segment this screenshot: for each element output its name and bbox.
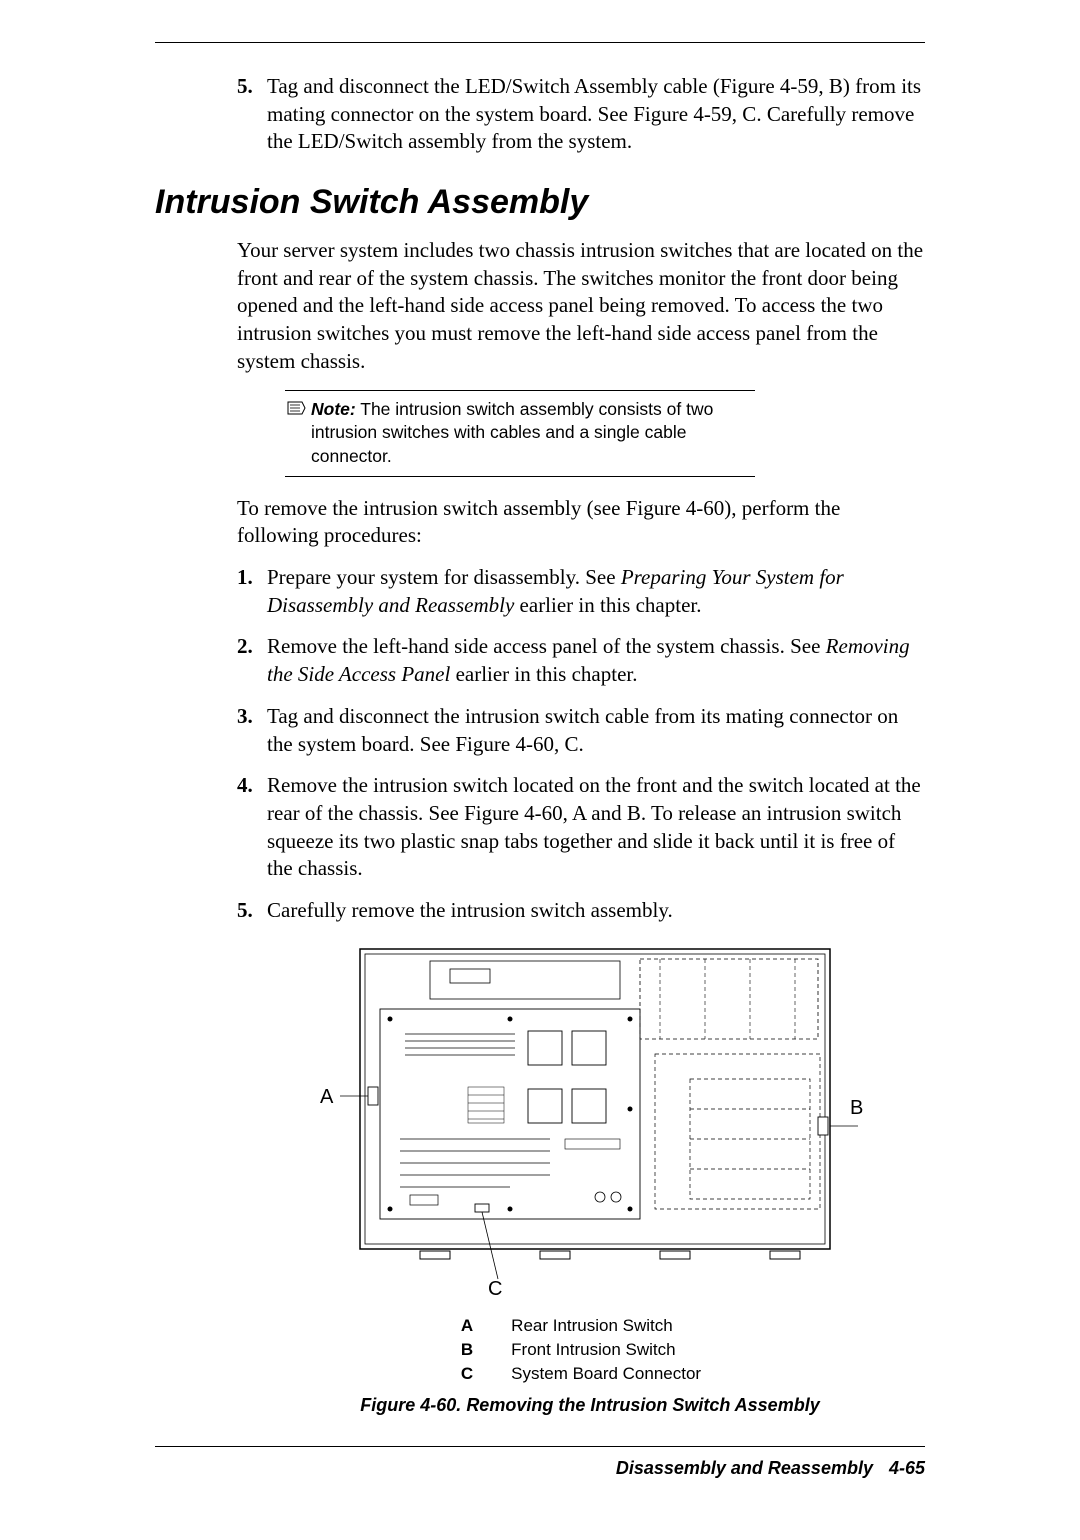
intro-paragraph: Your server system includes two chassis … bbox=[237, 237, 925, 376]
figure-label-b: B bbox=[850, 1097, 863, 1119]
figure-diagram: A B C bbox=[310, 939, 870, 1307]
list-number: 4. bbox=[237, 772, 267, 883]
list-number: 3. bbox=[237, 703, 267, 758]
pencil-note-icon bbox=[285, 399, 307, 424]
legend-row: BFront Intrusion Switch bbox=[461, 1339, 719, 1361]
list-text: Carefully remove the intrusion switch as… bbox=[267, 897, 925, 925]
list-item: 3.Tag and disconnect the intrusion switc… bbox=[237, 703, 925, 758]
figure-legend: ARear Intrusion Switch BFront Intrusion … bbox=[459, 1313, 721, 1388]
note-label: Note: bbox=[311, 399, 356, 419]
list-number: 1. bbox=[237, 564, 267, 619]
footer-page-number: 4-65 bbox=[889, 1458, 925, 1478]
rule-bottom bbox=[155, 1446, 925, 1447]
list-item: 1.Prepare your system for disassembly. S… bbox=[237, 564, 925, 619]
steps-list: 1.Prepare your system for disassembly. S… bbox=[237, 564, 925, 925]
list-number: 5. bbox=[237, 73, 267, 156]
list-text: Prepare your system for disassembly. See… bbox=[267, 564, 925, 619]
top-list: 5. Tag and disconnect the LED/Switch Ass… bbox=[237, 73, 925, 156]
footer-title: Disassembly and Reassembly bbox=[616, 1458, 873, 1478]
page: 5. Tag and disconnect the LED/Switch Ass… bbox=[0, 0, 1080, 1540]
page-footer: Disassembly and Reassembly 4-65 bbox=[155, 1457, 925, 1481]
note-box: Note: The intrusion switch assembly cons… bbox=[285, 390, 755, 477]
figure: A B C ARear Intrusion Switch BFront Intr… bbox=[255, 939, 925, 1418]
list-number: 5. bbox=[237, 897, 267, 925]
section-body: Your server system includes two chassis … bbox=[237, 237, 925, 1418]
list-number: 2. bbox=[237, 633, 267, 688]
figure-label-c: C bbox=[488, 1278, 502, 1299]
legend-row: CSystem Board Connector bbox=[461, 1363, 719, 1385]
note-body: The intrusion switch assembly consists o… bbox=[311, 399, 713, 466]
figure-label-a: A bbox=[320, 1086, 334, 1108]
figure-caption: Figure 4-60. Removing the Intrusion Swit… bbox=[255, 1394, 925, 1418]
list-item: 5. Tag and disconnect the LED/Switch Ass… bbox=[237, 73, 925, 156]
lead-paragraph: To remove the intrusion switch assembly … bbox=[237, 495, 925, 550]
list-text: Remove the left-hand side access panel o… bbox=[267, 633, 925, 688]
legend-row: ARear Intrusion Switch bbox=[461, 1315, 719, 1337]
list-item: 5.Carefully remove the intrusion switch … bbox=[237, 897, 925, 925]
list-text: Remove the intrusion switch located on t… bbox=[267, 772, 925, 883]
rule-top bbox=[155, 42, 925, 43]
list-text: Tag and disconnect the intrusion switch … bbox=[267, 703, 925, 758]
list-item: 4.Remove the intrusion switch located on… bbox=[237, 772, 925, 883]
list-item: 2.Remove the left-hand side access panel… bbox=[237, 633, 925, 688]
section-title: Intrusion Switch Assembly bbox=[155, 180, 925, 225]
list-text: Tag and disconnect the LED/Switch Assemb… bbox=[267, 73, 925, 156]
note-text: Note: The intrusion switch assembly cons… bbox=[311, 398, 749, 469]
